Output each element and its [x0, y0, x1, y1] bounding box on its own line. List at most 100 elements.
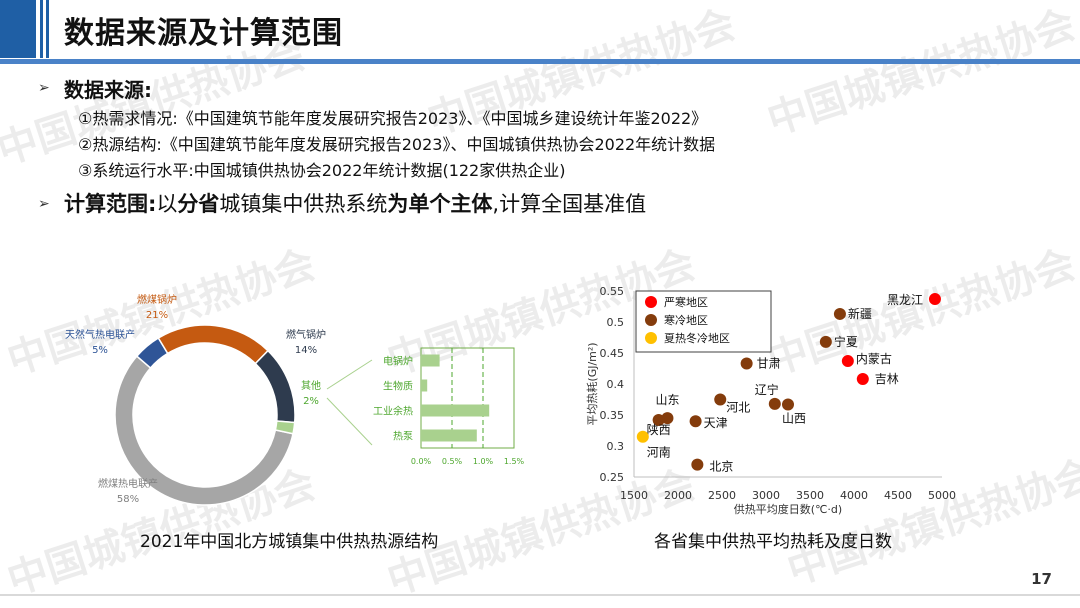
donut-slice-label: 天然气热电联产 [65, 328, 135, 341]
scope-text: 城镇集中供热系统 [219, 192, 388, 216]
sources-heading: 数据来源: [64, 78, 152, 102]
scatter-point [689, 415, 702, 428]
legend-marker [645, 332, 657, 344]
scatter-point [841, 355, 854, 368]
legend-label: 寒冷地区 [664, 313, 708, 327]
scatter-point [833, 307, 846, 320]
bar-tick-label: 1.0% [473, 457, 494, 466]
bar-category-label: 生物质 [383, 380, 413, 393]
scope-emphasis: 为单个主体 [387, 192, 493, 216]
point-label: 天津 [704, 416, 728, 430]
y-axis-title: 平均热耗(GJ/m²) [586, 342, 599, 425]
donut-slice-label: 燃煤锅炉 [137, 293, 177, 306]
point-label: 北京 [709, 460, 733, 474]
donut-slice-label: 燃气锅炉 [286, 328, 326, 341]
scatter-point [856, 373, 869, 386]
scatter-point [928, 293, 941, 306]
donut-chart-caption: 2021年中国北方城镇集中供热热源结构 [140, 532, 439, 552]
y-tick-label: 0.35 [600, 409, 625, 422]
title-accent-bar [0, 0, 36, 58]
source-line: ①热需求情况:《中国建筑节能年度发展研究报告2023》、《中国城乡建设统计年鉴2… [78, 109, 708, 128]
point-label: 内蒙古 [856, 351, 892, 366]
scope-text: 以 [156, 192, 178, 216]
y-tick-label: 0.55 [600, 285, 625, 298]
donut-slice-value: 58% [117, 494, 139, 505]
point-label: 吉林 [875, 372, 899, 386]
connector-line [326, 397, 373, 446]
source-line: ②热源结构:《中国建筑节能年度发展研究报告2023》、中国城镇供热协会2022年… [78, 135, 716, 154]
bar [421, 354, 440, 367]
scatter-point [782, 398, 794, 411]
bar [421, 429, 477, 442]
scatter-chart-caption: 各省集中供热平均热耗及度日数 [654, 532, 892, 552]
y-tick-label: 0.25 [600, 471, 625, 484]
page-number: 17 [1031, 570, 1052, 588]
source-line: ③系统运行水平:中国城镇供热协会2022年统计数据(122家供热企业) [78, 161, 566, 180]
bar [421, 404, 490, 417]
bar-category-label: 工业余热 [373, 405, 413, 418]
scatter-point [636, 430, 649, 443]
donut-slice-value: 2% [303, 396, 319, 407]
scatter-point [714, 393, 727, 406]
scatter-point [740, 357, 753, 370]
donut-slice-value: 5% [92, 345, 108, 356]
bullet-arrow-icon: ➢ [38, 196, 50, 212]
footer-divider [0, 594, 1080, 596]
scatter-point [768, 397, 781, 410]
legend-marker [645, 314, 657, 326]
title-accent-stripe [46, 0, 49, 58]
point-label: 黑龙江 [887, 293, 923, 307]
donut-slice-label: 其他 [301, 379, 321, 392]
bar-category-label: 热泵 [393, 430, 413, 443]
connector-line [326, 359, 373, 390]
legend-label: 严寒地区 [664, 295, 708, 309]
x-tick-label: 4500 [884, 489, 912, 502]
donut-slice [274, 420, 296, 435]
scope-statement: 计算范围:以分省城镇集中供热系统为单个主体,计算全国基准值 [64, 188, 646, 218]
point-label: 河南 [647, 445, 671, 460]
legend-marker [645, 296, 657, 308]
legend-label: 夏热冬冷地区 [664, 331, 730, 345]
x-tick-label: 5000 [928, 489, 956, 502]
bar-tick-label: 1.5% [504, 457, 525, 466]
point-label: 宁夏 [834, 334, 858, 349]
x-tick-label: 3000 [752, 489, 780, 502]
scope-label: 计算范围: [64, 192, 157, 216]
point-label: 辽宁 [755, 382, 779, 397]
bar-chart-frame [420, 347, 515, 449]
bar-tick-label: 0.0% [411, 457, 432, 466]
x-tick-label: 4000 [840, 489, 868, 502]
title-accent-stripe [40, 0, 43, 58]
scatter-point [652, 413, 665, 426]
point-label: 山东 [655, 393, 679, 407]
point-label: 陕西 [647, 422, 671, 437]
bar-category-label: 电锅炉 [383, 355, 413, 368]
bullet-arrow-icon: ➢ [38, 80, 50, 96]
point-label: 甘肃 [757, 357, 781, 371]
y-tick-label: 0.5 [607, 316, 625, 329]
x-tick-label: 2500 [708, 489, 736, 502]
donut-slice [254, 349, 296, 424]
y-tick-label: 0.45 [600, 347, 625, 360]
donut-slice [157, 324, 270, 365]
point-label: 山西 [782, 411, 806, 425]
point-label: 新疆 [848, 306, 872, 321]
slide-title: 数据来源及计算范围 [64, 16, 343, 51]
donut-slice-value: 21% [146, 310, 168, 321]
x-tick-label: 1500 [620, 489, 648, 502]
point-label: 河北 [726, 401, 750, 415]
scatter-point [819, 335, 832, 348]
bar [421, 379, 428, 392]
title-divider [0, 59, 1080, 64]
donut-slice-label: 燃煤热电联产 [98, 477, 158, 490]
scope-emphasis: 分省 [177, 192, 220, 216]
y-tick-label: 0.3 [607, 440, 625, 453]
donut-slice-value: 14% [295, 345, 317, 356]
x-tick-label: 3500 [796, 489, 824, 502]
x-axis-title: 供热平均度日数(℃·d) [734, 502, 842, 516]
scope-text: ,计算全国基准值 [492, 192, 647, 216]
y-tick-label: 0.4 [607, 378, 625, 391]
x-tick-label: 2000 [664, 489, 692, 502]
scatter-point [691, 458, 704, 471]
